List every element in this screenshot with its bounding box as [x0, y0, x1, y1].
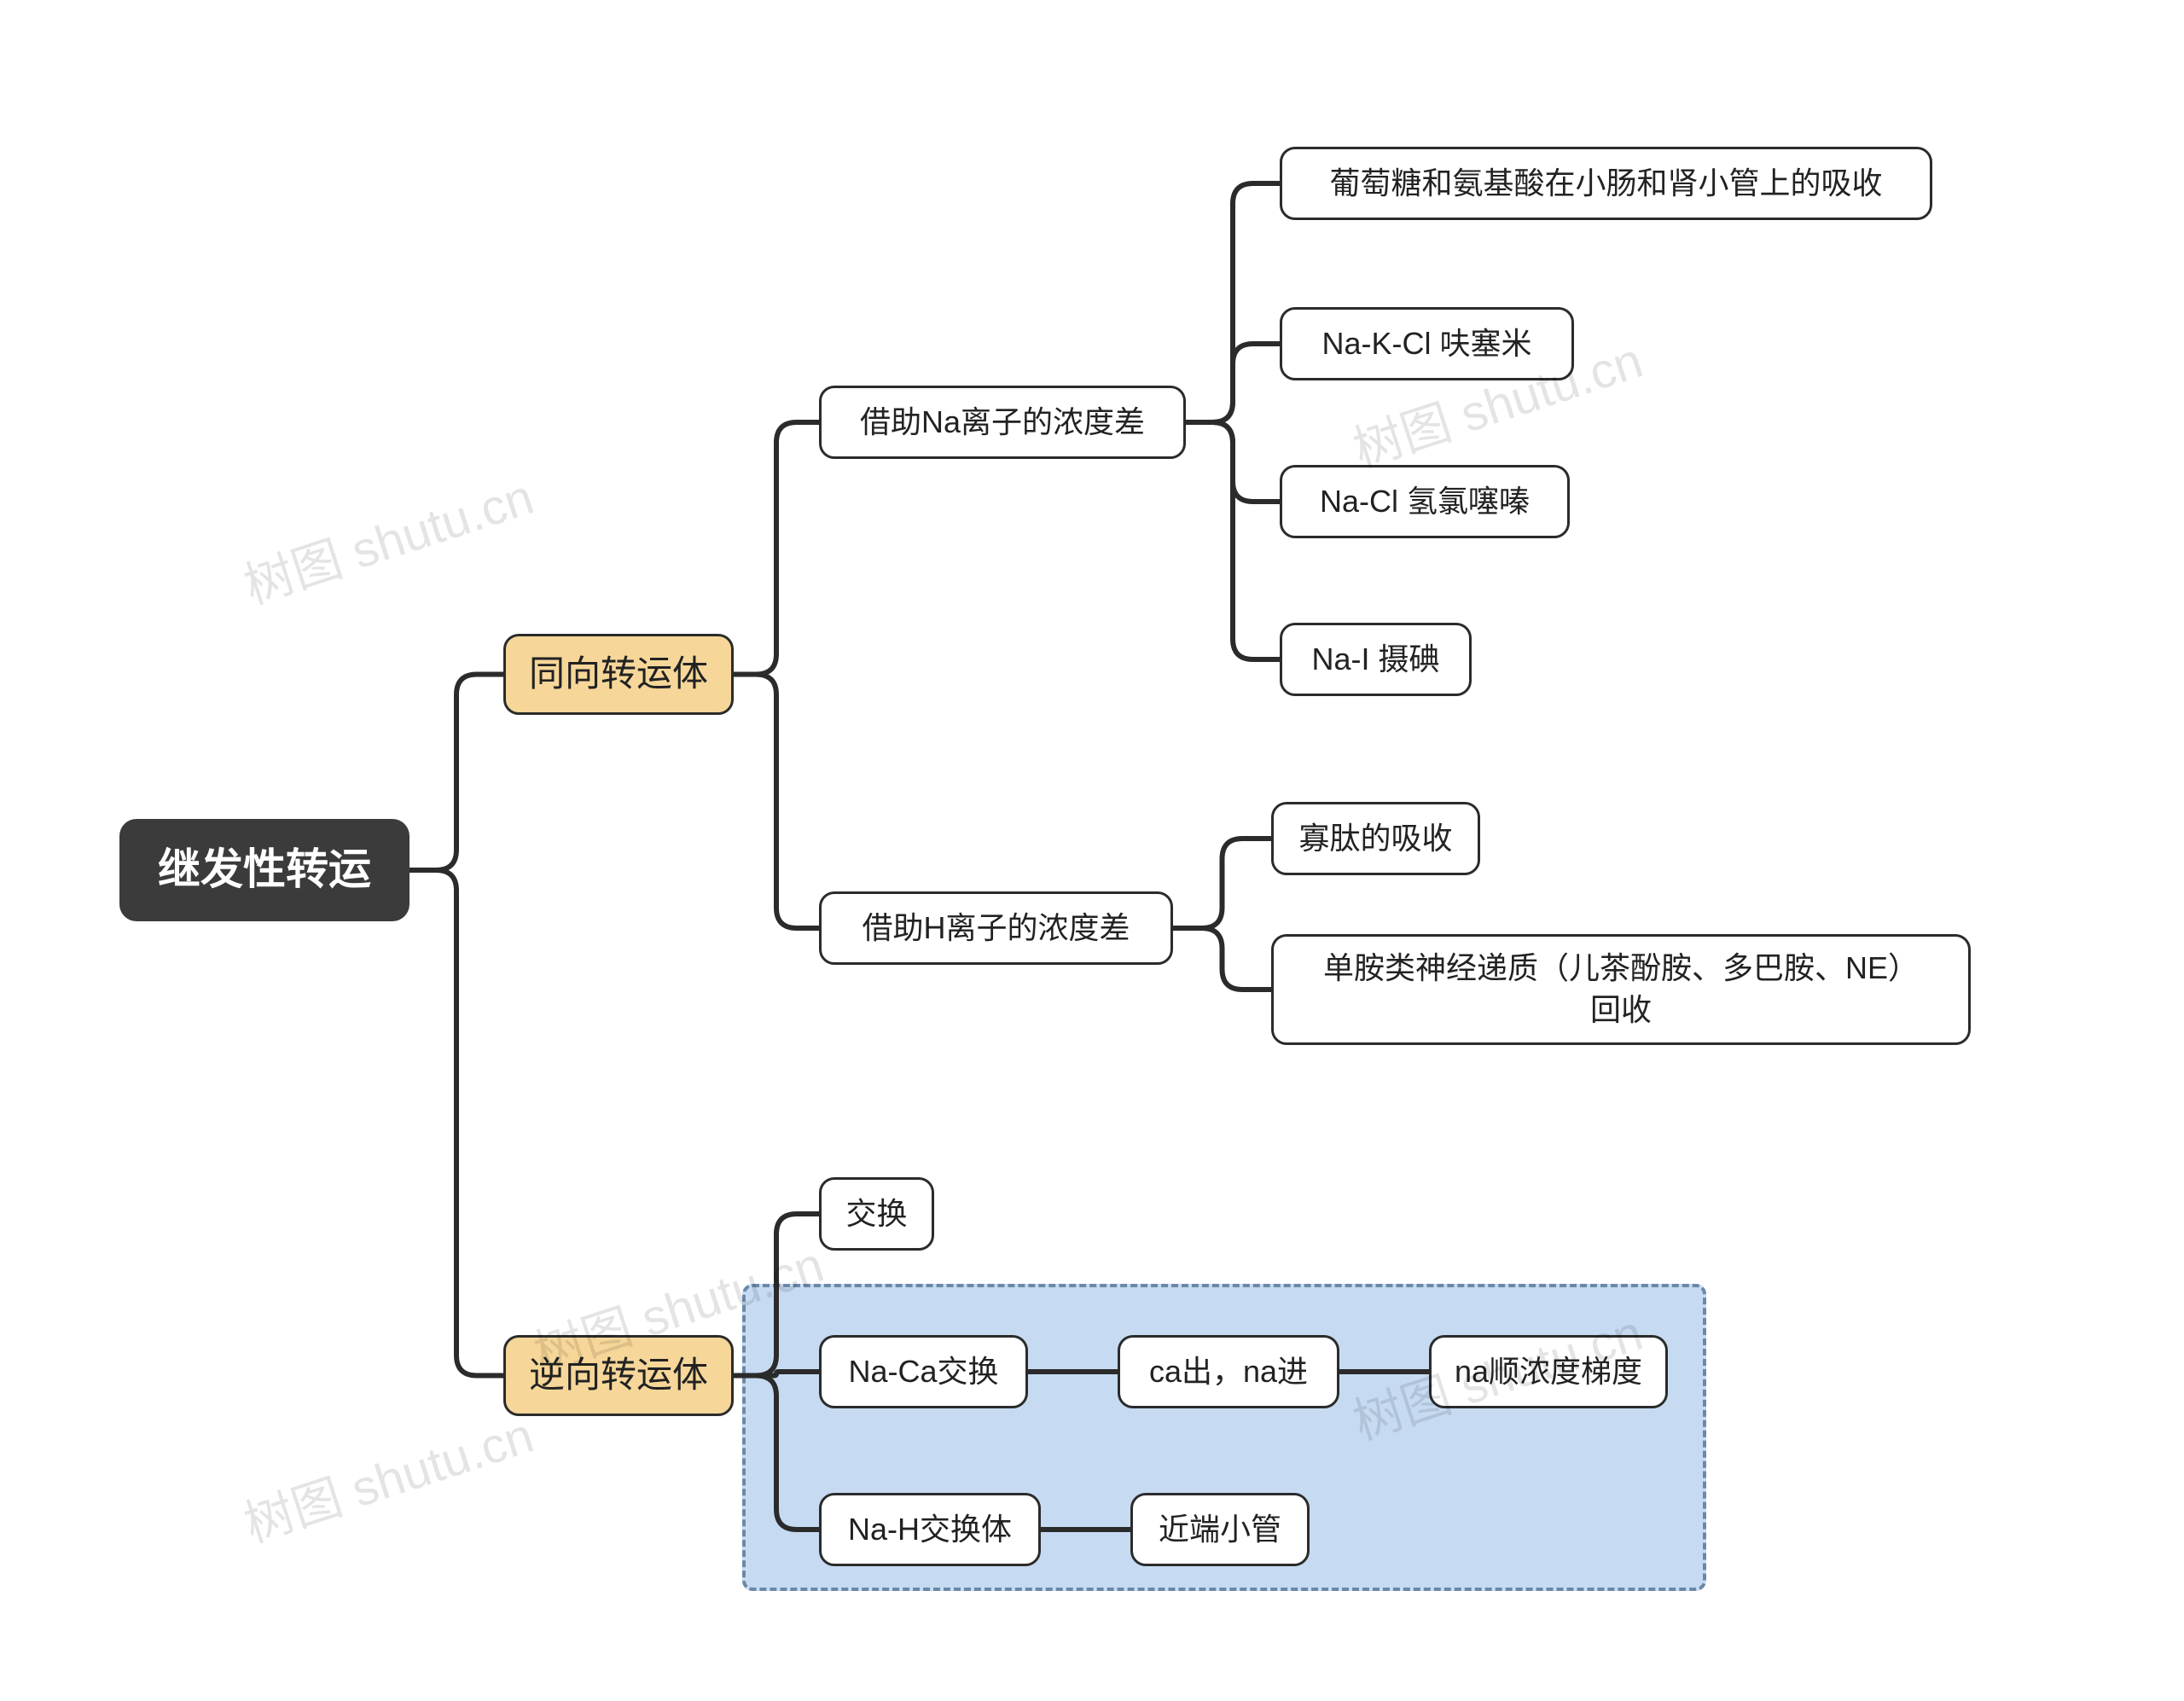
node-mono[interactable]: 单胺类神经递质（儿茶酚胺、多巴胺、NE） 回收	[1271, 934, 1971, 1045]
node-nacl[interactable]: Na-Cl 氢氯噻嗪	[1280, 465, 1570, 538]
edge	[734, 675, 819, 929]
node-oligo[interactable]: 寡肽的吸收	[1271, 802, 1480, 875]
watermark: 树图 shutu.cn	[234, 457, 541, 618]
node-exch[interactable]: 交换	[819, 1177, 934, 1251]
edge	[410, 870, 503, 1376]
node-root[interactable]: 继发性转运	[119, 819, 410, 921]
node-nai[interactable]: Na-I 摄碘	[1280, 623, 1472, 696]
edge	[734, 422, 819, 675]
edge	[1186, 344, 1280, 422]
edge	[410, 675, 503, 871]
node-sym[interactable]: 同向转运体	[503, 634, 734, 715]
edge	[1186, 183, 1280, 422]
node-nagrad2[interactable]: na顺浓度梯度	[1429, 1335, 1668, 1408]
node-glu[interactable]: 葡萄糖和氨基酸在小肠和肾小管上的吸收	[1280, 147, 1932, 220]
edge	[1186, 422, 1280, 502]
node-caout[interactable]: ca出，na进	[1118, 1335, 1339, 1408]
node-nakcl[interactable]: Na-K-Cl 呋塞米	[1280, 307, 1574, 380]
node-naca[interactable]: Na-Ca交换	[819, 1335, 1028, 1408]
edge	[1173, 839, 1271, 928]
node-nah[interactable]: Na-H交换体	[819, 1493, 1041, 1566]
mindmap-canvas: 继发性转运 同向转运体逆向转运体 借助Na离子的浓度差借助H离子的浓度差 葡萄糖和氨基…	[0, 0, 2184, 1701]
node-h_grad[interactable]: 借助H离子的浓度差	[819, 891, 1173, 965]
edge	[1186, 422, 1280, 659]
node-prox[interactable]: 近端小管	[1130, 1493, 1310, 1566]
watermark: 树图 shutu.cn	[234, 1396, 541, 1556]
node-na_grad[interactable]: 借助Na离子的浓度差	[819, 386, 1186, 459]
node-anti[interactable]: 逆向转运体	[503, 1335, 734, 1416]
edge	[1173, 928, 1271, 990]
